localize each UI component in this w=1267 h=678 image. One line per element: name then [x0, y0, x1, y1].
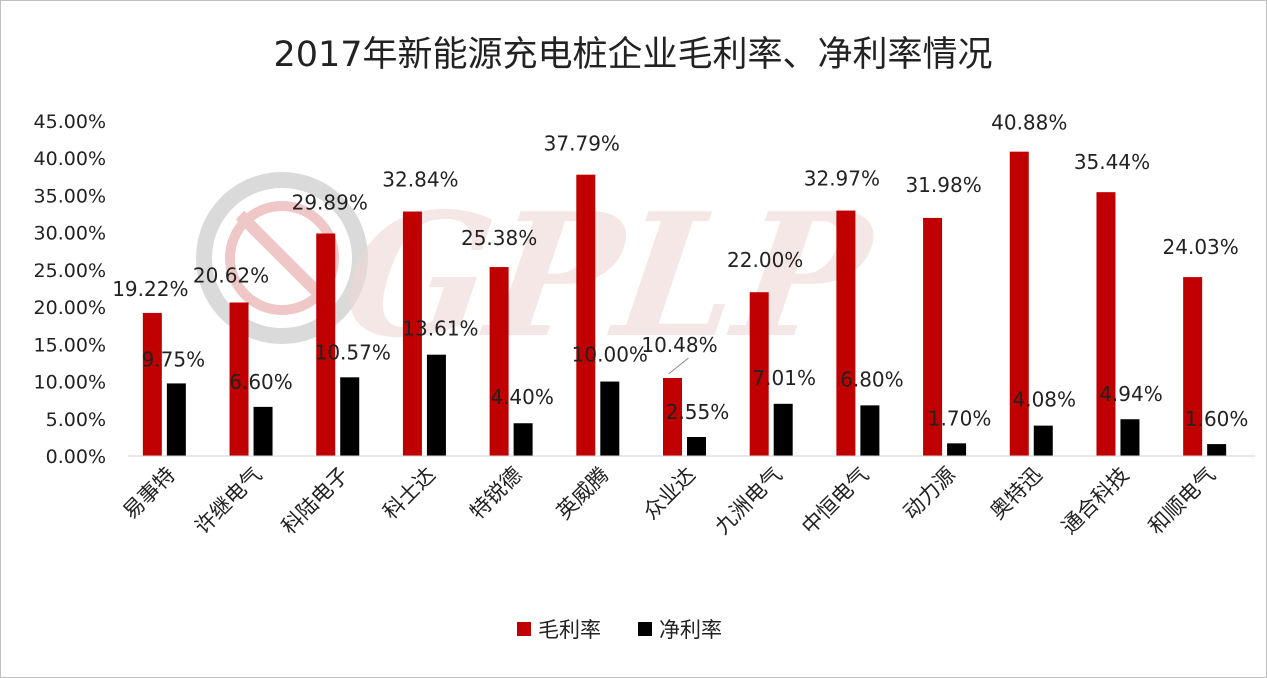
data-label-gross: 25.38% [461, 226, 537, 250]
x-tick-label: 九洲电气 [710, 463, 786, 539]
bar-net-margin [860, 405, 880, 456]
x-tick-label: 通合科技 [1057, 463, 1133, 539]
y-tick-label: 5.00% [46, 409, 106, 431]
bar-gross-margin [576, 174, 596, 456]
x-tick-label: 众业达 [639, 463, 701, 525]
bar-net-margin [1207, 444, 1227, 456]
bar-net-margin [1120, 419, 1140, 456]
data-label-gross: 32.84% [382, 168, 458, 192]
data-label-net: 4.94% [1099, 382, 1163, 406]
bar-gross-margin [663, 377, 682, 456]
bar-gross-margin [1009, 151, 1029, 456]
x-tick-label: 许继电气 [190, 463, 266, 539]
y-tick-label: 15.00% [34, 334, 106, 356]
legend-swatch-gross [517, 622, 531, 636]
bar-gross-margin [142, 312, 162, 456]
data-label-gross: 24.03% [1163, 235, 1239, 259]
legend-swatch-net [638, 622, 652, 636]
bar-net-margin [947, 443, 967, 456]
x-tick-label: 奥特迅 [985, 463, 1047, 525]
x-tick-label: 中恒电气 [797, 463, 873, 539]
x-tick-label: 科陆电子 [277, 463, 353, 539]
data-label-net: 6.60% [229, 370, 293, 394]
bar-net-margin [166, 383, 186, 456]
x-tick-label: 易事特 [118, 463, 180, 525]
data-label-net: 10.00% [572, 343, 648, 367]
data-label-gross: 19.22% [112, 277, 188, 301]
bar-gross-margin [402, 211, 422, 456]
data-label-net: 4.40% [490, 385, 554, 409]
data-label-net: 2.55% [666, 400, 730, 424]
y-tick-label: 0.00% [46, 446, 106, 468]
data-label-net: 7.01% [752, 366, 816, 390]
data-label-net: 1.60% [1185, 407, 1249, 431]
data-label-net: 10.57% [315, 340, 391, 364]
chart-title: 2017年新能源充电桩企业毛利率、净利率情况 [273, 35, 992, 75]
bar-gross-margin [489, 267, 509, 456]
watermark-text: GPLP [332, 177, 885, 376]
bar-net-margin [687, 437, 706, 456]
bar-gross-margin [836, 210, 856, 456]
bar-net-margin [1033, 425, 1053, 456]
y-tick-label: 10.00% [34, 372, 106, 394]
legend: 毛利率 净利率 [517, 618, 722, 642]
y-tick-label: 30.00% [34, 223, 106, 245]
bar-net-margin [513, 423, 533, 456]
x-tick-label: 特锐德 [465, 463, 527, 525]
bar-gross-margin [316, 233, 336, 456]
leader-line [668, 357, 689, 375]
bars [142, 151, 1227, 456]
y-tick-label: 40.00% [34, 148, 106, 170]
data-label-gross: 22.00% [727, 248, 803, 272]
legend-label-gross: 毛利率 [538, 618, 601, 642]
data-label-gross: 35.44% [1074, 150, 1150, 174]
y-tick-label: 25.00% [34, 260, 106, 282]
y-tick-label: 20.00% [34, 297, 106, 319]
bar-gross-margin [749, 292, 769, 456]
data-label-net: 1.70% [928, 406, 992, 430]
y-tick-label: 35.00% [34, 185, 106, 207]
y-tick-label: 45.00% [34, 111, 106, 133]
data-label-gross: 32.97% [804, 167, 880, 191]
data-label-gross: 37.79% [544, 132, 620, 156]
legend-label-net: 净利率 [659, 618, 722, 642]
x-tick-label: 动力源 [899, 463, 961, 525]
data-labels: 19.22% 9.75% 20.62% 6.60% 29.89% 10.57% 32.84%… [112, 111, 1248, 431]
bar-net-margin [340, 377, 360, 456]
bar-net-margin [253, 406, 273, 456]
data-label-net: 9.75% [142, 347, 206, 371]
data-label-gross: 10.48% [641, 333, 717, 357]
watermark-logo: GPLP [196, 172, 885, 376]
data-label-gross: 40.88% [991, 111, 1067, 135]
bar-gross-margin [1183, 277, 1203, 456]
bar-gross-margin [923, 217, 943, 456]
data-label-net: 6.80% [840, 367, 904, 391]
x-tick-label: 和顺电气 [1144, 463, 1220, 539]
bar-net-margin [773, 403, 793, 456]
x-tick-label: 科士达 [378, 463, 440, 525]
data-label-net: 4.08% [1012, 388, 1076, 412]
bar-net-margin [600, 381, 620, 456]
bar-gross-margin [229, 302, 249, 456]
x-tick-label: 英威腾 [552, 463, 614, 525]
bar-net-margin [426, 354, 446, 456]
data-label-net: 13.61% [402, 317, 478, 341]
data-label-gross: 31.98% [905, 173, 981, 197]
bar-gross-margin [1096, 192, 1116, 456]
x-axis: 易事特 许继电气 科陆电子 科士达 特锐德 英威腾 众业达 九洲电气 中恒电气 动力源 奥特迅 通合科… [118, 455, 1255, 539]
data-label-gross: 29.89% [292, 190, 368, 214]
data-label-gross: 20.62% [193, 263, 269, 287]
y-axis: 0.00% 5.00% 10.00% 15.00% 20.00% 25.00% 30.00%… [34, 111, 106, 468]
